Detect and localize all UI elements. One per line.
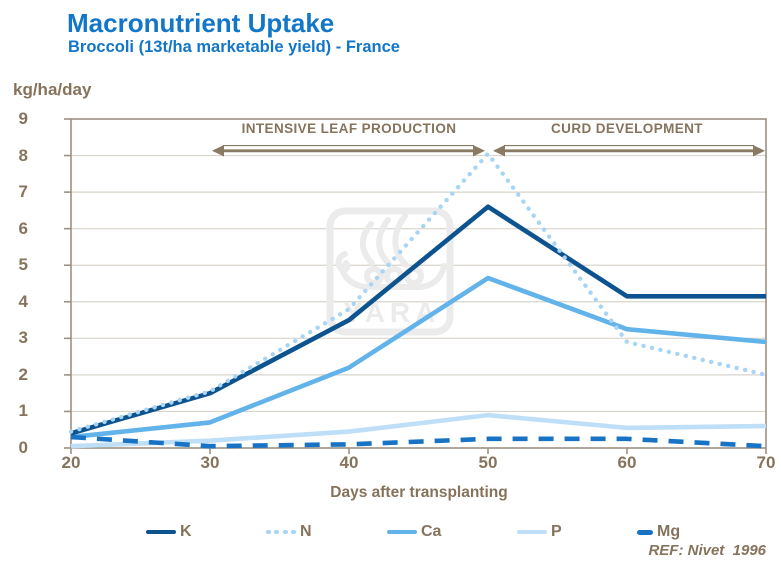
legend-line-sample-K [146, 529, 176, 535]
y-tick-label: 4 [18, 291, 28, 311]
reference-credit: REF: Nivet 1996 [648, 542, 766, 559]
x-tick-label: 30 [200, 453, 220, 472]
arrow-right-head-icon [753, 145, 765, 157]
watermark-sail-icon [392, 213, 409, 268]
y-tick-label: 0 [18, 438, 28, 457]
arrow-right-head-icon [473, 145, 485, 157]
y-tick-label: 3 [18, 328, 28, 348]
watermark-circle [364, 266, 384, 286]
y-tick-label: 1 [18, 401, 28, 421]
page-title: Macronutrient Uptake [67, 8, 335, 38]
watermark-sail-icon [376, 217, 392, 267]
legend-label-Mg: Mg [657, 523, 681, 540]
legend-label-K: K [180, 523, 192, 540]
series-line-Ca [70, 275, 767, 440]
y-tick-label: 9 [18, 109, 28, 128]
y-tick-label: 2 [18, 364, 28, 384]
legend-item-K: K [146, 522, 192, 542]
legend-line-sample-Mg [637, 529, 653, 535]
y-tick-label: 5 [18, 255, 28, 275]
legend-line-sample-Ca [387, 529, 417, 535]
series-line-N [68, 151, 769, 434]
legend-item-Ca: Ca [387, 522, 441, 542]
legend-line-sample-N [266, 529, 296, 535]
legend-item-P: P [517, 522, 562, 542]
annotation-curd-development: CURD DEVELOPMENT [551, 121, 703, 136]
yara-watermark-logo: YARA [326, 207, 454, 336]
legend-item-Mg: Mg [637, 522, 680, 542]
annotation-intensive-leaf-production: INTENSIVE LEAF PRODUCTION [241, 121, 457, 136]
series-line-K [70, 204, 766, 436]
legend-label-N: N [300, 523, 312, 540]
x-axis-label: Days after transplanting [330, 484, 508, 501]
phase-arrow [212, 145, 485, 157]
watermark-frame [326, 207, 454, 336]
watermark-sail-icon [359, 221, 375, 266]
series-line-P [70, 412, 767, 449]
x-tick-label: 20 [61, 453, 81, 472]
y-tick-label: 6 [18, 218, 28, 238]
x-tick-label: 60 [617, 453, 637, 472]
legend-line-sample-P [517, 529, 547, 535]
page-subtitle: Broccoli (13t/ha marketable yield) - Fra… [68, 38, 400, 56]
arrow-left-head-icon [212, 145, 224, 157]
y-tick-label: 8 [18, 145, 28, 165]
legend-label-Ca: Ca [421, 523, 442, 540]
phase-arrow [493, 145, 765, 157]
x-tick-label: 70 [756, 453, 776, 472]
y-tick-label: 7 [18, 182, 28, 202]
legend-label-P: P [551, 523, 562, 540]
arrow-left-head-icon [493, 145, 505, 157]
plot-frame [70, 118, 767, 449]
series-line-Mg [70, 434, 767, 449]
x-tick-label: 50 [478, 453, 498, 472]
y-axis-unit-label: kg/ha/day [13, 80, 92, 99]
legend-item-N: N [266, 522, 312, 542]
x-tick-label: 40 [339, 453, 359, 472]
